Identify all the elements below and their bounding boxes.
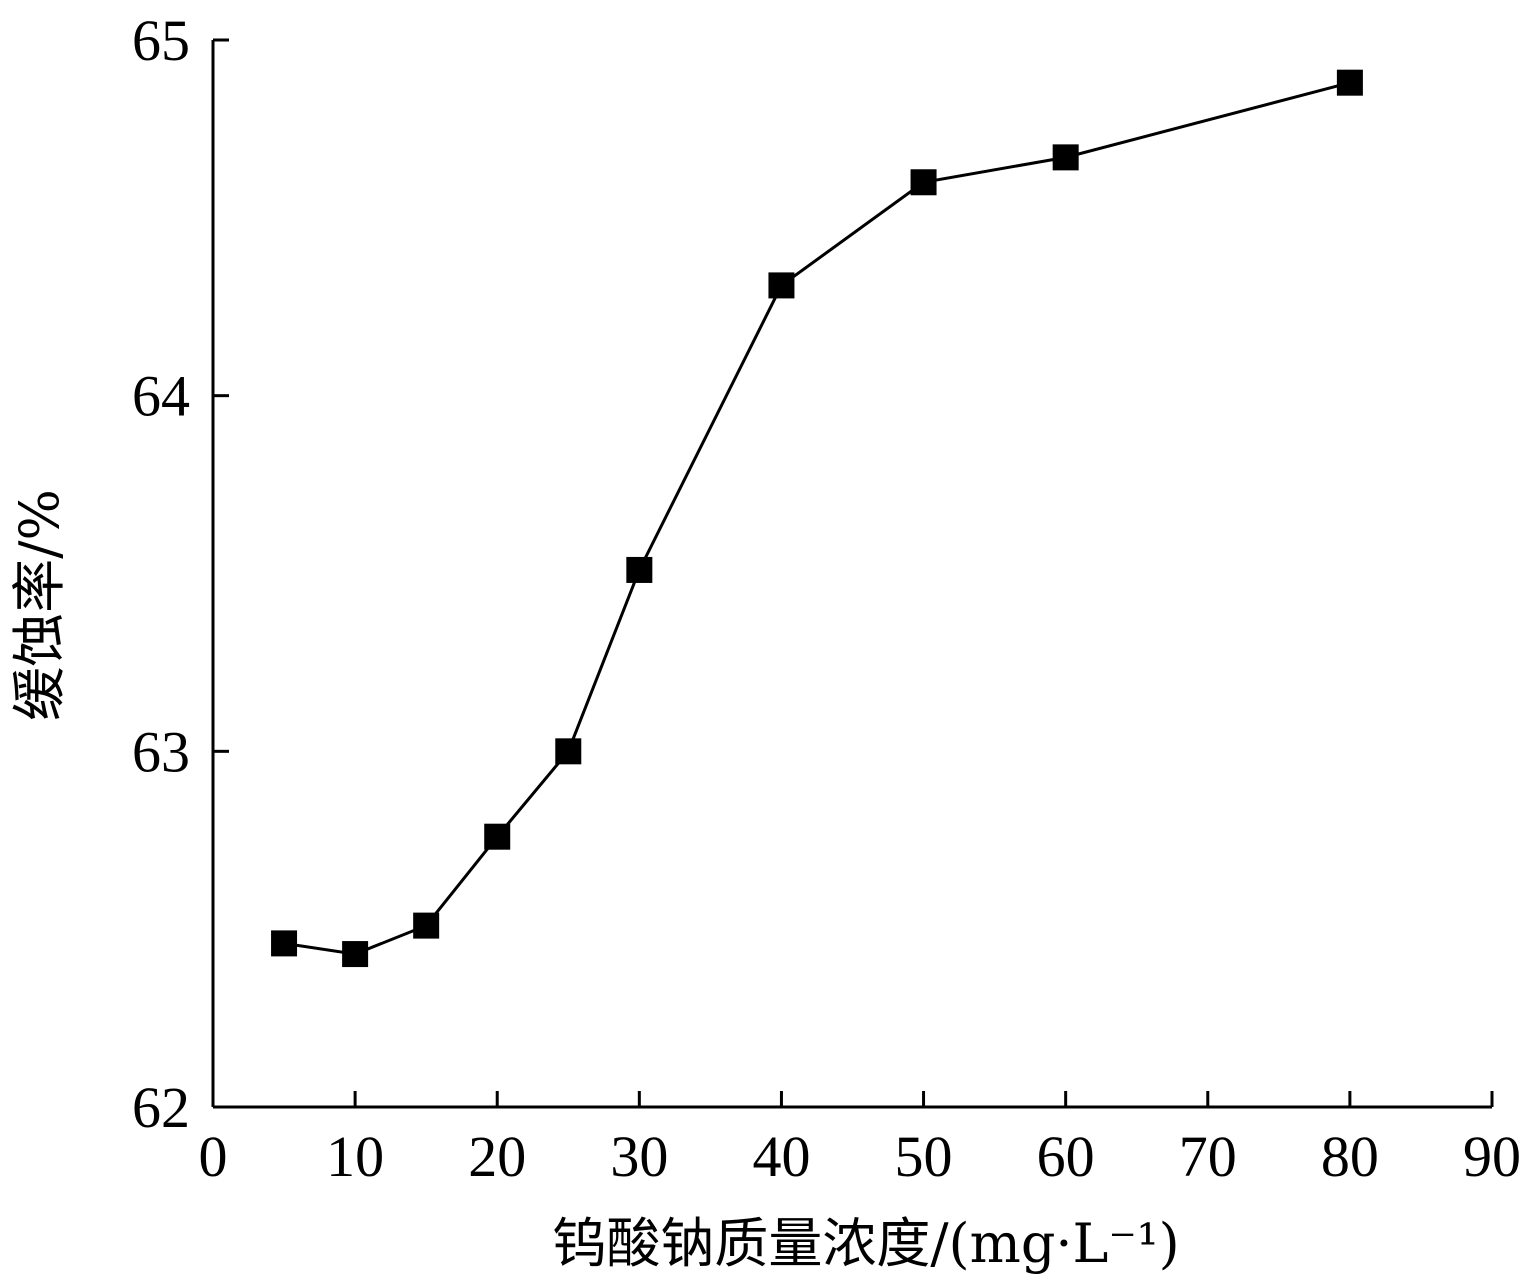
y-tick-label: 62 [132, 1075, 190, 1140]
x-tick-label: 0 [199, 1124, 228, 1189]
data-point [271, 930, 298, 957]
x-tick-label: 50 [895, 1124, 953, 1189]
data-point [555, 738, 582, 765]
ticks [211, 38, 1494, 1109]
x-axis-title: 钨酸钠质量浓度/(mg·L⁻¹) [552, 1212, 1179, 1275]
data-point [1052, 144, 1079, 171]
data-point [484, 823, 511, 850]
series-line [283, 81, 1351, 956]
data-point [768, 272, 795, 299]
data-point [342, 941, 369, 968]
data-point [626, 556, 653, 583]
x-tick-label: 70 [1179, 1124, 1237, 1189]
x-tick-label: 40 [752, 1124, 810, 1189]
x-tick-label: 30 [610, 1124, 668, 1189]
data-point [413, 912, 440, 939]
markers [271, 69, 1363, 968]
data-point [1336, 69, 1363, 96]
data-point [910, 169, 937, 196]
x-tick-label: 20 [468, 1124, 526, 1189]
x-tick-label: 90 [1463, 1124, 1521, 1189]
y-tick-label: 63 [132, 719, 190, 784]
tick-labels: 0 10 20 30 40 50 60 70 80 90 62 63 64 65 [132, 8, 1521, 1189]
x-tick-label: 80 [1321, 1124, 1379, 1189]
x-tick-label: 10 [326, 1124, 384, 1189]
y-tick-label: 64 [132, 364, 190, 429]
y-axis-title: 缓蚀率/% [8, 489, 71, 721]
y-tick-label: 65 [132, 8, 190, 73]
x-tick-label: 60 [1037, 1124, 1095, 1189]
